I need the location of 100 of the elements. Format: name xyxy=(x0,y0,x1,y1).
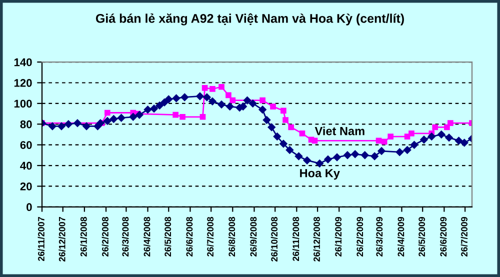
point xyxy=(370,152,378,160)
x-tick-label: 26/1/2009 xyxy=(334,216,342,256)
point xyxy=(316,160,324,168)
y-tick-label: 0 xyxy=(26,203,32,212)
point xyxy=(260,97,266,104)
point xyxy=(376,138,382,144)
x-tick-label: 26/11/2007 xyxy=(38,217,45,262)
point xyxy=(156,102,164,110)
x-tick-label: 26/7/2009 xyxy=(460,216,468,256)
point xyxy=(196,92,204,100)
point xyxy=(172,94,180,102)
point xyxy=(164,95,172,104)
x-tick-label: 26/12/2008 xyxy=(313,216,320,262)
point xyxy=(324,155,332,164)
series-label: Viet Nam xyxy=(314,126,364,136)
point xyxy=(218,84,224,90)
point xyxy=(288,124,294,130)
point xyxy=(299,130,306,136)
point xyxy=(110,115,118,123)
point xyxy=(428,132,436,140)
x-tick-label: 26/4/2008 xyxy=(144,216,150,256)
chart-title: Giá bán lẻ xăng A92 tại Việt Nam và Hoa Kỳ (cent/lít) xyxy=(96,13,404,26)
x-tick-label: 26/1/2008 xyxy=(80,216,87,256)
point xyxy=(150,104,158,112)
point xyxy=(82,122,90,130)
point xyxy=(344,151,352,160)
point xyxy=(136,110,144,119)
point xyxy=(280,140,288,148)
x-tick-label: 26/2/2009 xyxy=(356,216,364,256)
x-tick-label: 26/6/2008 xyxy=(186,216,193,256)
x-tick-label: 26/7/2008 xyxy=(206,216,214,256)
point xyxy=(248,100,257,108)
point xyxy=(200,114,206,120)
point xyxy=(268,123,276,132)
point xyxy=(208,98,216,106)
point xyxy=(303,156,311,164)
point xyxy=(258,106,266,114)
point xyxy=(403,146,412,154)
x-tick-label: 26/3/2009 xyxy=(376,216,383,256)
point xyxy=(351,150,359,158)
point xyxy=(333,153,341,162)
point xyxy=(294,152,303,160)
y-tick-label: 20 xyxy=(20,182,32,190)
x-tick-label: 26/8/2008 xyxy=(228,216,236,256)
point xyxy=(438,130,446,138)
point xyxy=(180,93,188,102)
point xyxy=(454,136,463,145)
point xyxy=(361,151,369,160)
point xyxy=(396,148,404,156)
x-tick-label: 26/10/2008 xyxy=(270,216,278,262)
point xyxy=(48,122,56,130)
point xyxy=(432,124,438,130)
x-tick-label: 26/4/2009 xyxy=(398,216,404,256)
point xyxy=(270,104,276,110)
point xyxy=(460,138,468,147)
x-tick-label: 26/12/2007 xyxy=(58,217,66,262)
point xyxy=(448,120,454,126)
x-tick-label: 26/3/2008 xyxy=(122,216,129,256)
point xyxy=(172,112,179,118)
x-tick-label: 26/9/2008 xyxy=(250,216,257,256)
point xyxy=(445,134,453,142)
point xyxy=(420,136,428,144)
y-tick-label: 140 xyxy=(14,58,32,66)
x-tick-label: 26/5/2008 xyxy=(164,216,172,256)
x-tick-label: 26/11/2008 xyxy=(292,216,300,262)
point xyxy=(410,140,418,149)
point xyxy=(280,108,286,114)
point xyxy=(262,116,271,124)
point xyxy=(104,110,110,116)
point xyxy=(388,134,394,140)
point xyxy=(117,114,126,122)
y-tick-label: 120 xyxy=(14,79,32,87)
point xyxy=(378,147,386,155)
point xyxy=(210,86,216,92)
point xyxy=(230,97,236,104)
point xyxy=(202,85,208,91)
point xyxy=(74,119,82,127)
point xyxy=(160,98,168,106)
y-tick-label: 60 xyxy=(20,141,32,149)
point xyxy=(58,122,66,130)
series-label: Hoa Ky xyxy=(300,169,340,180)
x-tick-label: 26/2/2008 xyxy=(102,216,109,256)
point xyxy=(381,138,388,145)
y-tick-label: 100 xyxy=(14,100,32,108)
point xyxy=(203,93,211,102)
point xyxy=(180,114,186,120)
x-tick-label: 26/6/2009 xyxy=(440,216,447,256)
point xyxy=(444,124,450,130)
point xyxy=(282,117,288,123)
point xyxy=(64,120,72,128)
point xyxy=(104,117,112,125)
y-tick-label: 40 xyxy=(20,162,32,170)
point xyxy=(218,100,226,108)
x-tick-label: 26/5/2009 xyxy=(418,216,426,256)
y-tick-label: 80 xyxy=(20,120,32,128)
point xyxy=(129,113,137,121)
point xyxy=(144,106,152,114)
point xyxy=(408,130,414,136)
point xyxy=(226,92,232,98)
point xyxy=(243,96,252,104)
